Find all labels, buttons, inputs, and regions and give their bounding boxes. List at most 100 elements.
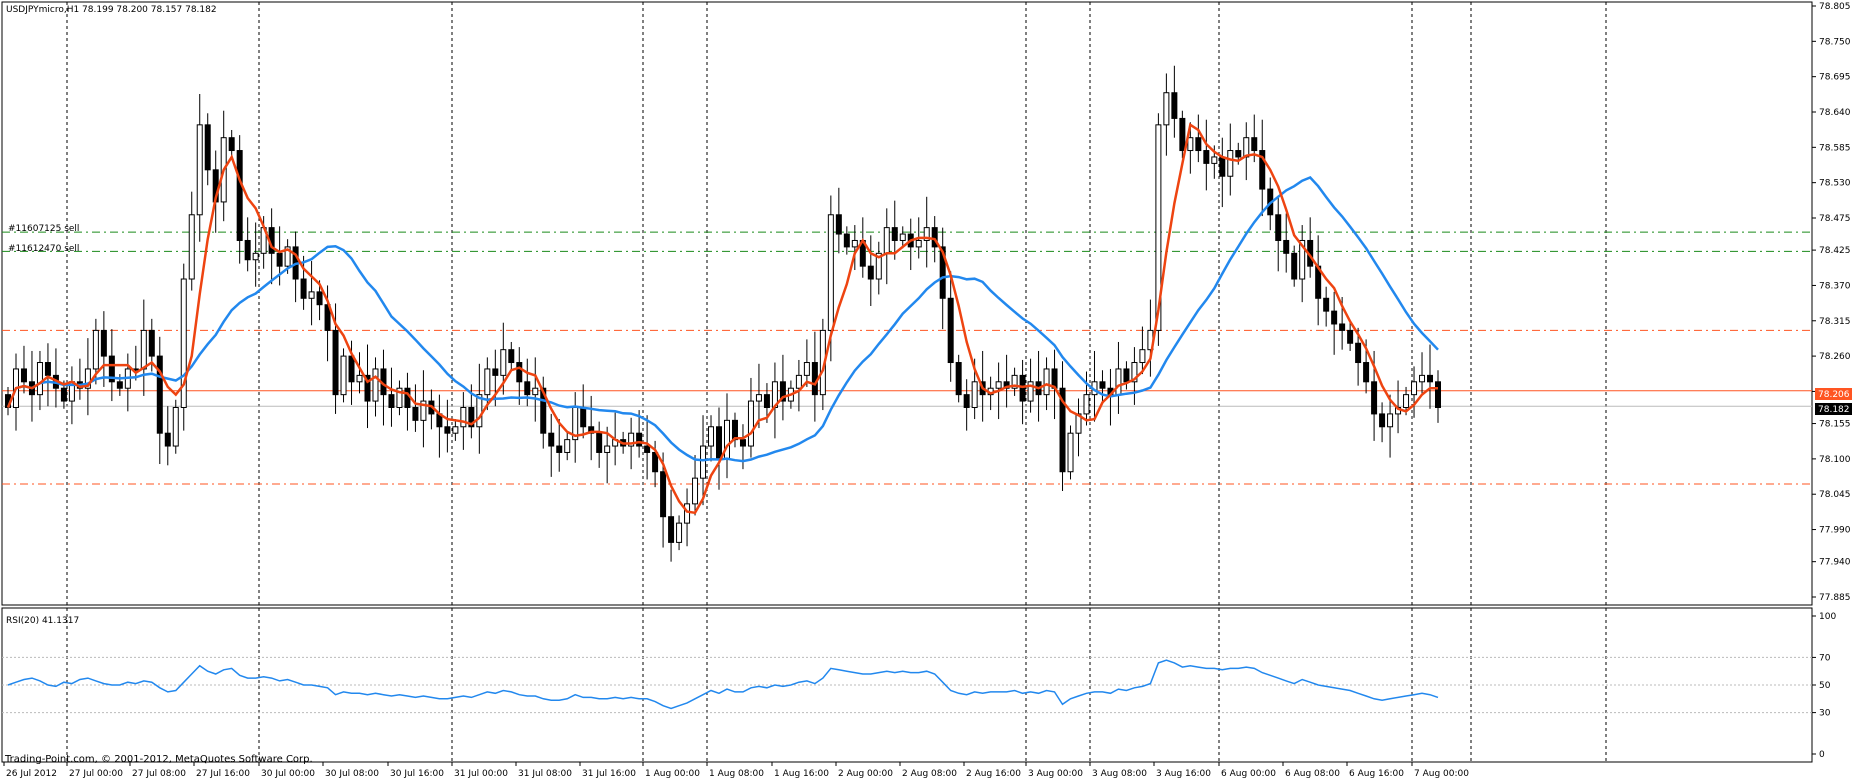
candle	[1059, 361, 1066, 492]
bear-candle-body	[44, 362, 51, 376]
candle	[963, 379, 970, 431]
candle	[364, 344, 371, 429]
candle	[596, 421, 603, 468]
x-tick-label: 27 Jul 00:00	[69, 769, 123, 779]
bear-candle-body	[1355, 342, 1362, 364]
bear-candle-body	[1427, 374, 1434, 383]
bear-candle-body	[660, 471, 667, 518]
bear-candle-body	[580, 406, 587, 428]
bear-candle-body	[939, 246, 946, 299]
rsi-label: RSI(20) 41.1317	[6, 616, 79, 626]
bull-candle-body	[340, 355, 347, 396]
candle	[1131, 347, 1138, 405]
bull-candle-body	[140, 329, 147, 370]
x-tick-label: 31 Jul 08:00	[518, 769, 572, 779]
bull-candle-body	[1083, 394, 1090, 415]
candle	[1171, 65, 1178, 138]
candle	[660, 452, 667, 548]
candle	[548, 413, 555, 477]
candle	[1019, 359, 1026, 425]
candle	[180, 263, 187, 431]
x-tick-label: 3 Aug 08:00	[1092, 769, 1147, 779]
x-tick-label: 3 Aug 16:00	[1156, 769, 1211, 779]
bear-candle-body	[1371, 381, 1378, 415]
y-tick-label: 78.260	[1819, 352, 1851, 362]
bull-candle-body	[180, 278, 187, 408]
candle	[444, 399, 451, 453]
y-tick-label: 77.940	[1819, 558, 1851, 568]
bear-candle-body	[779, 381, 786, 402]
y-tick-label: 77.885	[1819, 593, 1851, 603]
bear-candle-body	[204, 124, 211, 171]
bear-candle-body	[1259, 150, 1266, 190]
bear-candle-body	[348, 355, 355, 383]
bull-candle-body	[684, 503, 691, 524]
bull-candle-body	[500, 349, 507, 376]
bull-candle-body	[851, 239, 858, 248]
bear-candle-body	[1363, 362, 1370, 383]
main-panel	[1, 1, 1813, 606]
copyright: Trading-Point.com, © 2001-2012, MetaQuot…	[4, 754, 313, 765]
candle	[923, 196, 930, 268]
bear-candle-body	[1291, 252, 1298, 280]
ma-fast-line	[6, 122, 1438, 515]
bull-candle-body	[1403, 394, 1410, 408]
bull-candle-body	[1227, 150, 1234, 177]
bull-candle-body	[1243, 137, 1250, 158]
bear-candle-body	[1171, 92, 1178, 119]
candle	[1347, 322, 1354, 351]
candle	[644, 415, 651, 480]
x-tick-label: 27 Jul 08:00	[132, 769, 186, 779]
bear-candle-body	[1123, 368, 1130, 383]
candle	[100, 311, 107, 387]
bid-price-tag: 78.182	[1815, 403, 1852, 415]
bull-candle-body	[532, 387, 539, 396]
bear-candle-body	[108, 355, 115, 383]
candle	[420, 370, 427, 448]
bull-candle-body	[755, 394, 762, 402]
candle	[947, 271, 954, 382]
candle	[795, 359, 802, 412]
bear-candle-body	[835, 214, 842, 235]
bear-candle-body	[811, 362, 818, 396]
x-tick-label: 30 Jul 00:00	[261, 769, 315, 779]
x-tick-label: 30 Jul 16:00	[390, 769, 444, 779]
bull-candle-body	[356, 374, 363, 383]
candle	[692, 455, 699, 516]
bull-candle-body	[84, 368, 91, 389]
bull-candle-body	[1027, 381, 1034, 402]
y-tick-label: 78.370	[1819, 281, 1851, 291]
y-tick-label: 77.990	[1819, 526, 1851, 536]
bull-candle-body	[476, 394, 483, 428]
bear-candle-body	[244, 239, 251, 261]
bull-candle-body	[172, 406, 179, 447]
candle	[452, 419, 459, 441]
y-tick-label: 78.425	[1819, 246, 1851, 256]
bull-candle-body	[604, 445, 611, 453]
rsi-tick-label: 50	[1819, 681, 1831, 691]
bear-candle-body	[148, 329, 155, 357]
bull-candle-body	[1211, 156, 1218, 164]
candle	[1195, 114, 1202, 163]
candle	[843, 226, 850, 255]
candle	[636, 410, 643, 458]
bear-candle-body	[20, 368, 27, 383]
bear-candle-body	[364, 374, 371, 402]
candle	[396, 380, 403, 416]
candle	[564, 431, 571, 461]
bear-candle-body	[164, 432, 171, 447]
candle	[188, 191, 195, 291]
bear-candle-body	[508, 349, 515, 364]
y-tick-label: 78.640	[1819, 108, 1851, 118]
bull-candle-body	[1139, 349, 1146, 364]
x-tick-label: 2 Aug 16:00	[966, 769, 1021, 779]
ma-slow-line	[6, 176, 1439, 463]
symbol-info: USDJPYmicro,H1 78.199 78.200 78.157 78.1…	[6, 5, 217, 15]
bull-candle-body	[1043, 368, 1050, 396]
bear-candle-body	[843, 233, 850, 248]
bull-candle-body	[795, 374, 802, 389]
candle	[1187, 122, 1194, 174]
bear-candle-body	[636, 432, 643, 447]
bull-candle-body	[899, 233, 906, 241]
